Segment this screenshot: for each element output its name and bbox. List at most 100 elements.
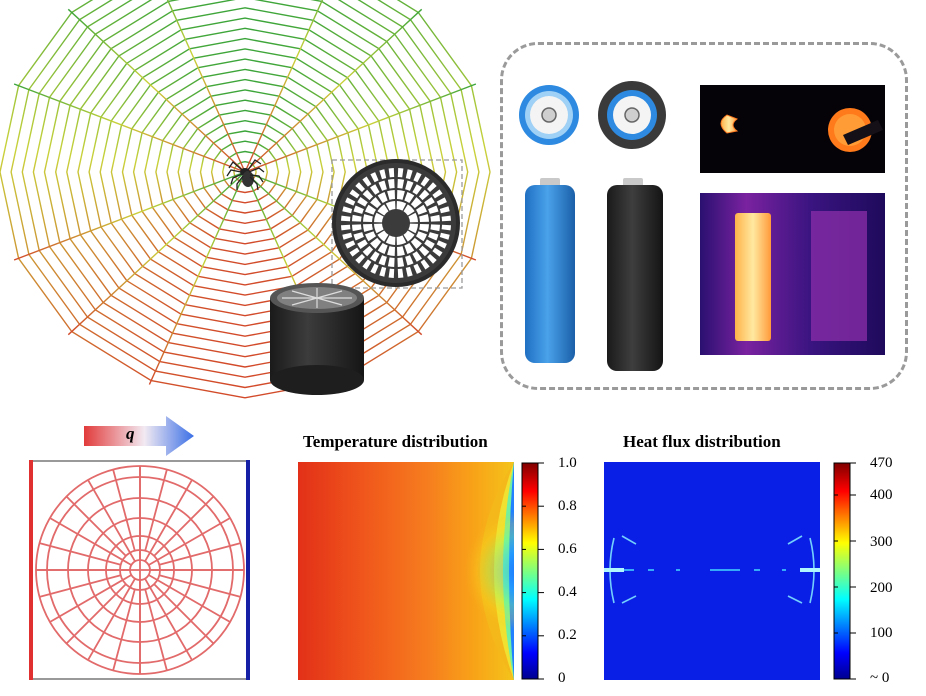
disc-hole [345,197,356,206]
web-spoke [244,0,324,173]
disc-hole [420,259,430,270]
disc-hole [427,182,437,192]
disc-hole [379,266,387,277]
disc-hole [410,197,422,209]
mesh-spoke [144,589,168,671]
disc-hole [412,251,422,262]
web-spoke [148,171,246,385]
temperature-colorbar [521,462,539,680]
disc-hole [342,206,353,214]
disc-hole [430,214,440,222]
disc-hole [416,231,427,242]
disc-hole [352,214,362,222]
disc-hole [387,246,395,256]
disc-hole [377,230,389,242]
disc-hole [365,231,376,242]
disc-hole [387,257,395,267]
heat-flux-tick-label: 400 [870,487,893,503]
disc-hole [418,245,430,257]
disc-hole [377,192,388,203]
battery-icon-blue-side [525,178,575,363]
disc-hole [377,204,389,216]
disc-hole [408,212,418,223]
mesh-spoke [159,542,241,566]
disc-hole [428,232,439,241]
mesh-spoke [148,517,231,566]
heat-flux-plot [604,462,856,680]
battery-icon-black-top [598,81,666,149]
disc-hole [349,247,360,257]
heat-flux-tick-label: 100 [870,625,893,641]
battery-figures [519,81,885,371]
flux-arrow [84,416,194,456]
disc-hole [370,237,382,249]
heat-flux-field [604,462,820,680]
disc-hole [408,223,418,234]
mesh-spoke [112,589,136,671]
disc-hole [387,190,395,200]
heat-sink-bar [246,460,250,680]
disc-hole [349,189,360,199]
heat-flux-plot-title: Heat flux distribution [623,432,781,451]
disc-hole [403,204,415,216]
disc-hole [396,235,407,245]
mesh-spoke [159,574,241,598]
mesh-spoke [144,479,193,562]
mesh-spoke [49,517,132,566]
disc-hole [397,268,404,278]
thermal-image-top [700,85,885,173]
disc-hole [405,255,414,266]
disc-hole [439,232,450,240]
disc-hole [353,232,364,241]
mesh-spoke [39,574,121,598]
disc-hole [424,239,435,249]
heat-flux-tick-label: 470 [870,455,893,471]
battery-panel [500,42,908,390]
mesh-spoke [148,574,231,623]
disc-hole [362,259,372,270]
disc-hole [419,224,429,232]
disc-hole [341,215,351,222]
temperature-tick-label: 0.4 [558,584,577,600]
temperature-plot-title: Temperature distribution [303,432,488,451]
disc-hole [441,224,451,231]
temperature-tick-label: 0.6 [558,541,577,557]
disc-hole [362,245,374,257]
temperature-tick-label: 0 [558,670,566,686]
disc-hole [355,254,365,264]
disc-hole [341,224,351,231]
disc-hole [355,182,365,192]
disc-hole [430,224,440,232]
cylinder-device-icon [270,283,364,395]
disc-hole [363,224,373,232]
disc-hole [353,205,364,214]
temperature-tick-label: 0.8 [558,498,577,514]
disc-hole [363,214,373,222]
disc-hole [378,255,387,266]
mesh-spoke [49,574,132,623]
mesh-spoke [87,479,136,562]
disc-hole [413,263,422,274]
web-spoke [13,171,246,261]
heat-flux-colorbar [833,462,851,680]
disc-hole [397,246,405,256]
disc-hole [357,239,368,249]
disc-hole [424,197,435,207]
disc-hole [432,247,443,257]
disc-hole [436,197,447,206]
flux-arrow-label: q [126,424,135,443]
web-spoke [166,0,246,173]
disc-hole [403,230,415,242]
temperature-tick-label: 0.2 [558,627,577,643]
disc-hole [412,184,422,195]
disc-hole [413,172,422,183]
temperature-tick-label: 1.0 [558,455,577,471]
disc-hole [385,235,396,245]
heat-flux-tick-label: 300 [870,534,893,550]
disc-hole [420,176,430,187]
heat-flux-tick-label: 200 [870,580,893,596]
mesh-spoke [112,469,136,551]
thermal-image-bottom [700,193,885,355]
disc-hole [436,240,447,249]
disc-hole [377,243,388,254]
